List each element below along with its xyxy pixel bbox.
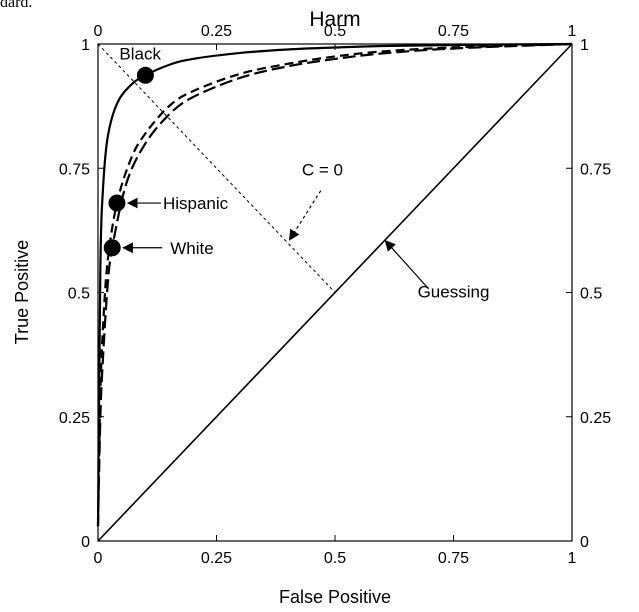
caption-fragment: dard. (0, 0, 32, 11)
x-axis-title: False Positive (279, 587, 391, 607)
y2-tick-label: 0.75 (580, 161, 611, 178)
points-layer (103, 66, 154, 257)
annotation-label-hispanic: Hispanic (163, 194, 229, 213)
y-axis-title: True Positive (12, 240, 32, 344)
series-line-guessing (97, 43, 573, 542)
series-line-hispanic (96, 42, 573, 527)
annotations-layer: Black Hispanic White C = 0 Guessing (119, 44, 489, 301)
annotation-label-c-0: C = 0 (302, 161, 343, 180)
x2-tick-label: 0.75 (438, 23, 469, 40)
y-tick-label: 0.75 (59, 161, 90, 178)
series-line-black (96, 42, 573, 527)
x-tick-label: 0.25 (201, 550, 232, 567)
y2-tick-label: 1 (580, 37, 589, 54)
annotation-label-white: White (170, 239, 213, 258)
ticks-layer: 0 0.25 0.5 0.75 10 0.25 0.5 0.75 100.250.50.7510… (59, 23, 611, 567)
y-tick-label: 0.25 (59, 410, 90, 427)
x2-tick-label: 0.25 (201, 23, 232, 40)
annotation-label-guessing: Guessing (418, 282, 490, 301)
x-tick-label: 1 (568, 550, 577, 567)
annotation-arrow-guessing (384, 239, 428, 288)
y2-tick-label: 0.25 (580, 410, 611, 427)
x-tick-label: 0 (94, 550, 103, 567)
top-axis-title: Harm (309, 8, 360, 31)
y2-tick-label: 0 (580, 534, 589, 551)
x-tick-label: 0.75 (438, 550, 469, 567)
y-tick-label: 1 (81, 37, 90, 54)
point-hispanic (108, 194, 126, 212)
y2-tick-label: 0.5 (580, 286, 602, 303)
lines-layer (96, 42, 573, 542)
point-white (103, 239, 121, 257)
x2-tick-label: 1 (568, 23, 577, 40)
y-tick-label: 0 (81, 534, 90, 551)
x2-tick-label: 0 (94, 23, 103, 40)
series-line-white (96, 42, 573, 527)
annotation-label-black: Black (119, 44, 161, 63)
annotation-arrow-c-0 (289, 190, 322, 241)
y-tick-label: 0.5 (68, 286, 90, 303)
x2-tick-label: 0.5 (324, 23, 346, 40)
point-black (136, 66, 154, 84)
x-tick-label: 0.5 (324, 550, 346, 567)
